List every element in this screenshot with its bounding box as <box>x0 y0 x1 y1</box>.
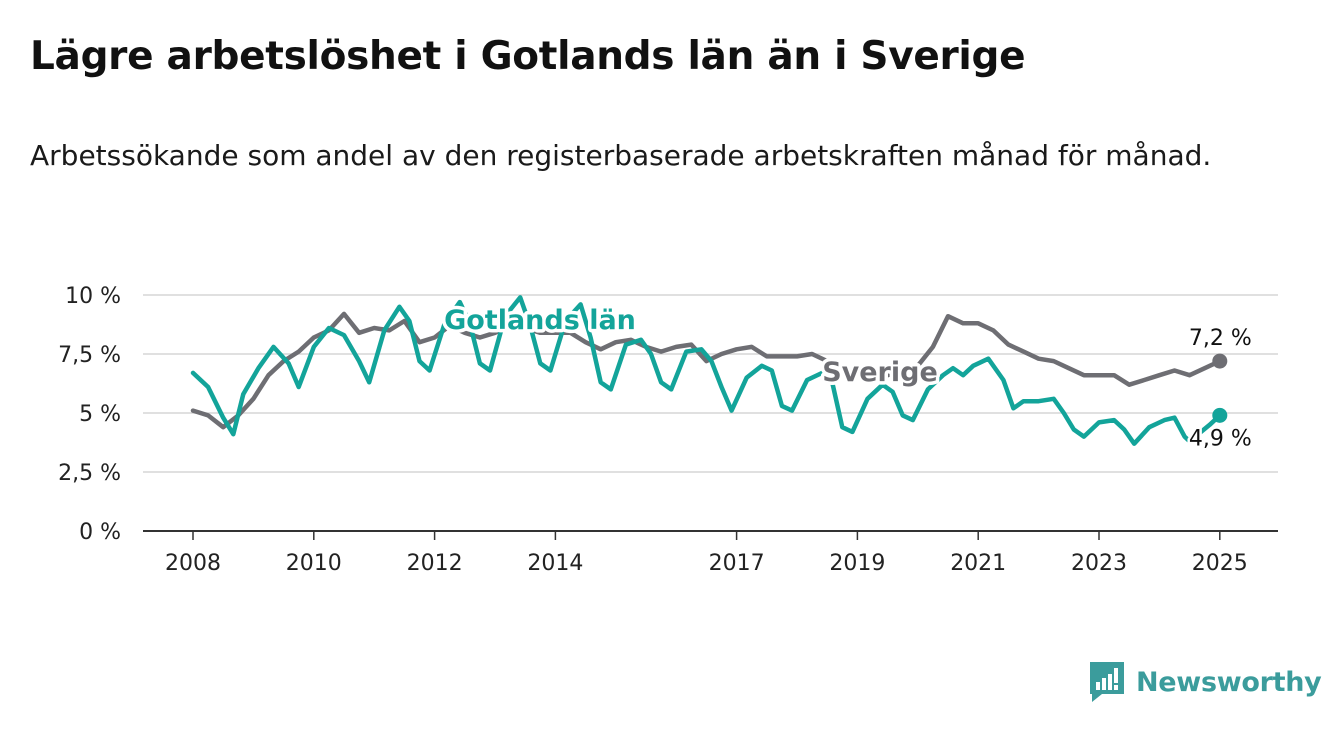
end-point-sverige <box>1212 353 1228 369</box>
x-tick-label: 2012 <box>407 551 463 576</box>
x-axis-ticks: 2008 2010 2012 2014 2017 2019 2021 2023 2025 <box>165 531 1248 576</box>
series-label-sverige: Sverige <box>822 357 938 388</box>
end-point-gotlands-län <box>1212 407 1228 423</box>
x-tick-label: 2010 <box>286 551 342 576</box>
y-tick-label: 5 % <box>79 402 121 427</box>
end-label-sverige: 7,2 % <box>1189 326 1252 351</box>
y-tick-label: 2,5 % <box>58 461 121 486</box>
end-label-gotlands-lan: 4,9 % <box>1189 426 1252 451</box>
series-label-gotlands-län: Gotlands län <box>444 305 636 336</box>
gridlines <box>143 294 1278 532</box>
x-tick-label: 2014 <box>527 551 583 576</box>
brand-name: Newsworthy <box>1136 666 1322 698</box>
newsworthy-brand: Newsworthy <box>1088 660 1322 704</box>
series-line-sverige <box>190 311 1223 430</box>
y-axis-ticks: 0 % 2,5 % 5 % 7,5 % 10 % <box>58 284 121 545</box>
series-line-gotlands-län <box>190 295 1223 446</box>
y-tick-label: 0 % <box>79 520 121 545</box>
x-tick-label: 2021 <box>950 551 1006 576</box>
y-tick-label: 7,5 % <box>58 343 121 368</box>
series-labels: Gotlands län Sverige 7,2 % 4,9 % <box>441 302 1255 454</box>
y-tick-label: 10 % <box>65 284 121 309</box>
x-tick-label: 2008 <box>165 551 221 576</box>
x-tick-label: 2023 <box>1071 551 1127 576</box>
x-tick-label: 2019 <box>829 551 885 576</box>
chart-subtitle: Arbetssökande som andel av den registerb… <box>30 139 1212 172</box>
x-tick-label: 2025 <box>1192 551 1248 576</box>
x-tick-label: 2017 <box>709 551 765 576</box>
line-chart: 0 % 2,5 % 5 % 7,5 % 10 % 2008 2010 2012 2014 201… <box>58 284 1278 576</box>
newsworthy-logo-icon <box>1090 662 1124 702</box>
chart-title: Lägre arbetslöshet i Gotlands län än i S… <box>30 34 1026 79</box>
series-lines <box>190 295 1228 446</box>
